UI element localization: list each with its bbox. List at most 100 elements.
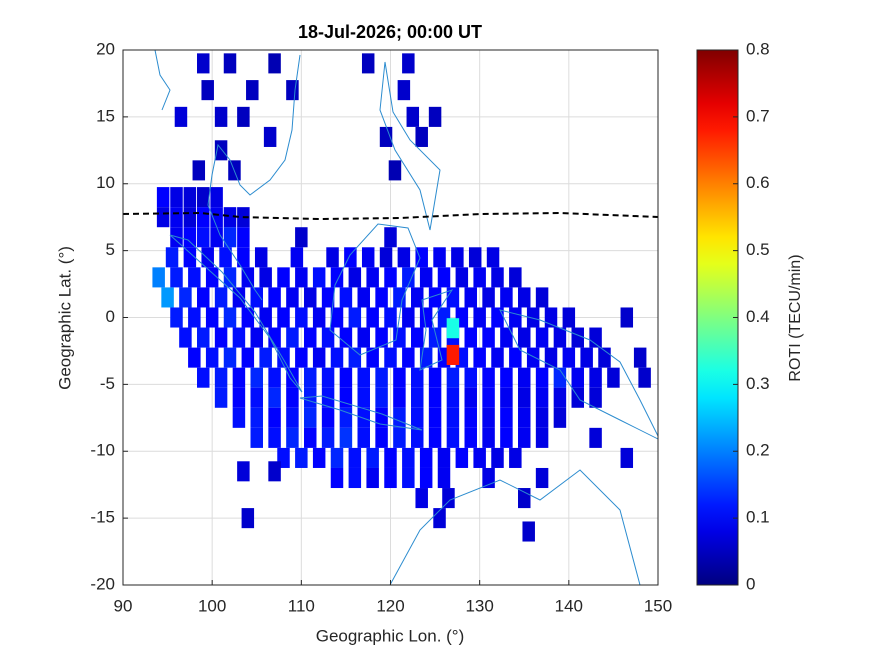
roti-cell — [428, 387, 442, 408]
roti-cell — [321, 427, 335, 448]
roti-cell — [500, 287, 513, 308]
roti-cell — [553, 387, 567, 408]
roti-cell — [518, 488, 531, 509]
coastline — [207, 54, 301, 301]
roti-cell — [286, 427, 299, 448]
roti-cell — [384, 467, 397, 489]
roti-cell — [415, 126, 428, 147]
roti-cell — [330, 307, 344, 328]
roti-cell — [304, 407, 317, 428]
roti-cell — [312, 267, 326, 288]
colorbar-tick-label: 0.6 — [746, 173, 770, 192]
roti-cell — [268, 367, 281, 388]
roti-cell — [509, 347, 522, 368]
roti-cell — [268, 287, 281, 308]
roti-cell — [348, 267, 362, 288]
roti-cell — [607, 367, 620, 388]
coastline — [169, 234, 303, 393]
roti-cell — [384, 307, 397, 328]
roti-cell — [170, 207, 183, 228]
roti-cell — [183, 227, 197, 248]
roti-cell — [348, 467, 362, 489]
roti-cell — [304, 367, 317, 388]
roti-cell — [232, 387, 246, 408]
roti-cell — [188, 307, 201, 328]
roti-cell — [156, 207, 170, 228]
roti-cell — [361, 247, 375, 268]
roti-cell — [214, 287, 228, 308]
roti-cell — [286, 387, 299, 408]
roti-cell — [375, 327, 388, 348]
roti-cell — [197, 227, 210, 248]
roti-cell — [188, 347, 201, 368]
roti-cell — [428, 287, 442, 308]
roti-cell — [402, 467, 415, 489]
roti-cell — [268, 53, 281, 74]
roti-cell — [263, 126, 277, 147]
roti-cell — [411, 367, 424, 388]
roti-cell — [500, 407, 513, 428]
roti-cell — [415, 488, 428, 509]
roti-cell — [277, 267, 290, 288]
roti-cell — [437, 267, 451, 288]
roti-cell — [411, 327, 424, 348]
roti-cell — [183, 187, 197, 208]
roti-cell — [214, 327, 228, 348]
colorbar-tick-label: 0.7 — [746, 106, 770, 125]
x-tick-label: 100 — [198, 596, 226, 615]
colorbar-tick-label: 0 — [746, 574, 755, 593]
roti-cell — [339, 387, 353, 408]
roti-cell — [535, 407, 549, 428]
colorbar-tick-label: 0.4 — [746, 307, 770, 326]
roti-cell — [348, 347, 362, 368]
roti-cell — [321, 287, 335, 308]
roti-cell — [393, 407, 406, 428]
roti-cell — [223, 53, 237, 74]
roti-cell — [205, 307, 219, 328]
roti-cell — [491, 307, 504, 328]
roti-cell — [379, 247, 393, 268]
roti-cell — [553, 327, 567, 348]
roti-cell — [535, 387, 549, 408]
roti-cell — [277, 307, 290, 328]
y-tick-label: 10 — [96, 173, 115, 192]
roti-cell — [237, 247, 250, 268]
roti-cell — [375, 387, 388, 408]
roti-cell — [223, 227, 237, 248]
roti-cell — [250, 387, 263, 408]
roti-cell — [366, 467, 379, 489]
roti-cell — [446, 287, 460, 308]
x-tick-label: 150 — [644, 596, 672, 615]
roti-cell — [286, 80, 299, 101]
roti-cell — [437, 467, 451, 489]
y-tick-label: 5 — [106, 240, 115, 259]
roti-cell — [589, 367, 602, 388]
y-tick-label: 20 — [96, 39, 115, 58]
roti-cell — [522, 521, 535, 542]
roti-cell — [402, 53, 415, 74]
roti-cell — [428, 106, 442, 127]
roti-cell — [268, 387, 281, 408]
roti-cell — [304, 327, 317, 348]
roti-cell — [411, 407, 424, 428]
colorbar-tick-label: 0.1 — [746, 508, 770, 527]
coastline — [419, 289, 454, 371]
coastline — [389, 469, 641, 585]
roti-cell — [464, 327, 477, 348]
roti-cell — [500, 427, 513, 448]
roti-cell — [156, 187, 170, 208]
chart-title: 18-Jul-2026; 00:00 UT — [298, 22, 482, 42]
roti-cell — [375, 367, 388, 388]
roti-cell — [197, 327, 210, 348]
roti-cell — [482, 427, 495, 448]
roti-cell — [339, 327, 353, 348]
roti-cell — [254, 247, 268, 268]
roti-cell — [183, 207, 197, 228]
roti-cell — [210, 187, 223, 208]
roti-cell — [518, 367, 531, 388]
roti-cell — [339, 287, 353, 308]
roti-cell — [357, 367, 370, 388]
roti-cell — [375, 287, 388, 308]
roti-cell — [277, 347, 290, 368]
roti-cell — [188, 267, 201, 288]
